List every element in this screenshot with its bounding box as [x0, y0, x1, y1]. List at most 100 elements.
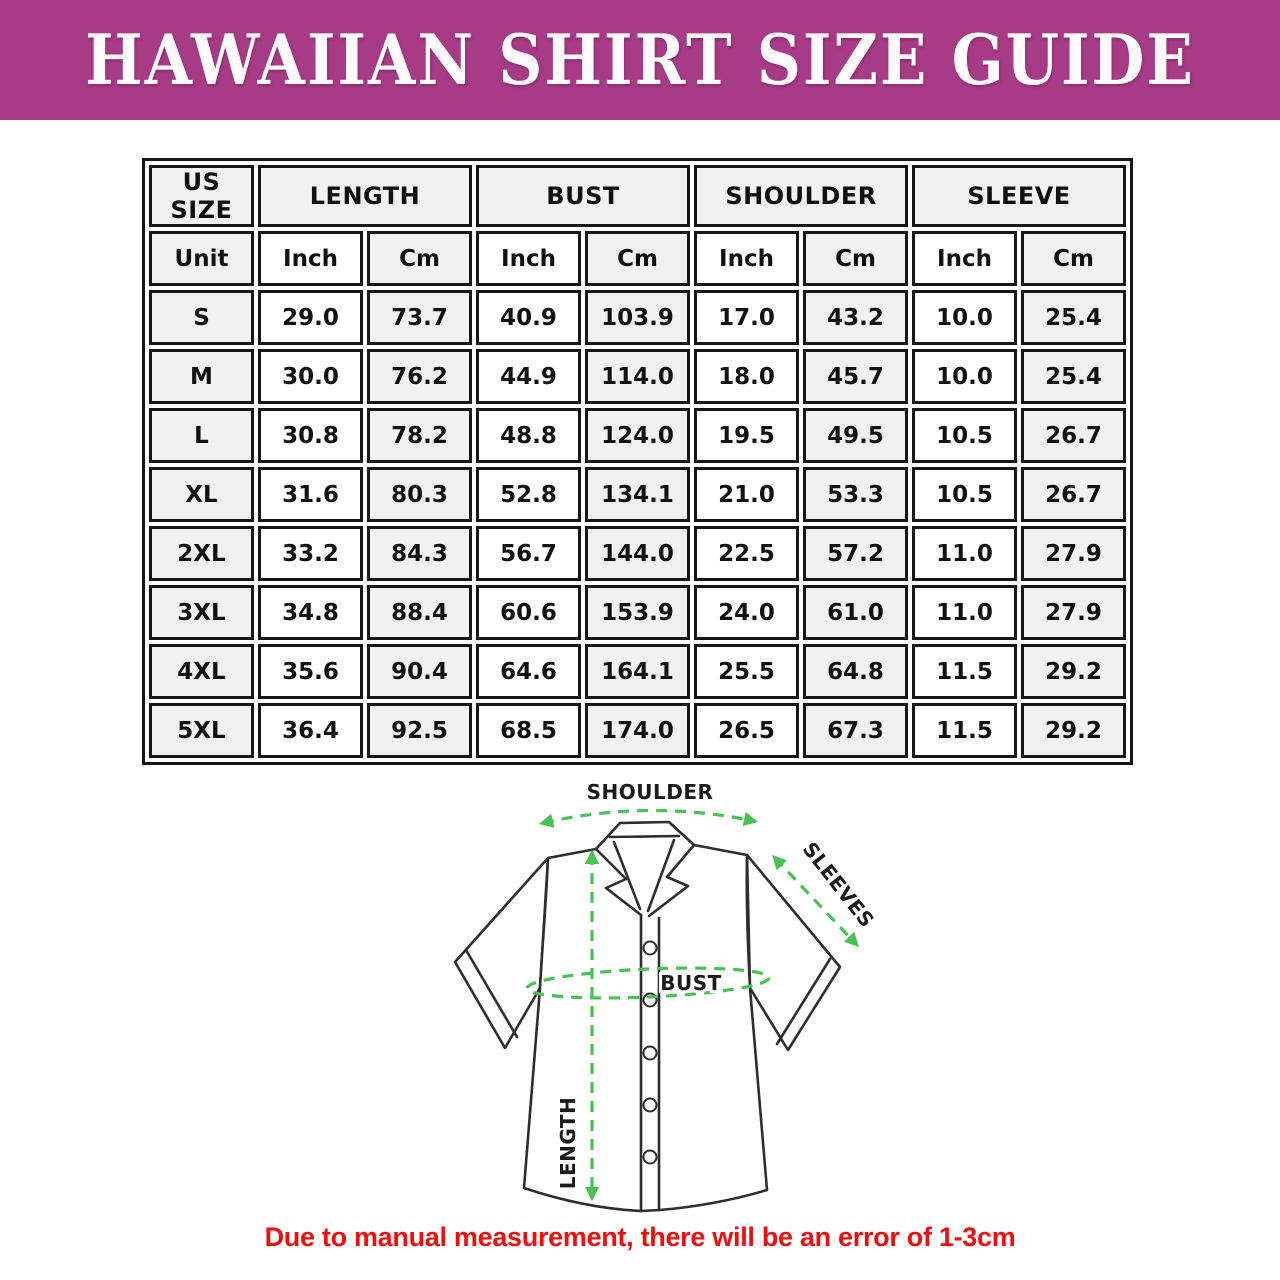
- value-cell: 103.9: [585, 290, 691, 345]
- size-cell: XL: [149, 467, 254, 522]
- size-cell: 2XL: [149, 526, 254, 581]
- size-cell: 3XL: [149, 585, 254, 640]
- value-cell: 33.2: [258, 526, 363, 581]
- value-cell: 67.3: [803, 703, 909, 758]
- value-cell: 57.2: [803, 526, 909, 581]
- header-shoulder: SHOULDER: [694, 165, 909, 227]
- value-cell: 11.0: [912, 526, 1018, 581]
- table-row: 5XL 36.4 92.5 68.5 174.0 26.5 67.3 11.5 29.2: [149, 703, 1127, 758]
- value-cell: 76.2: [367, 349, 473, 404]
- value-cell: 11.0: [912, 585, 1018, 640]
- value-cell: 36.4: [258, 703, 363, 758]
- value-cell: 43.2: [803, 290, 909, 345]
- bust-ellipse: [525, 966, 771, 1000]
- unit-cell: Cm: [585, 231, 691, 286]
- unit-cell: Inch: [476, 231, 582, 286]
- sleeves-arrow: [772, 854, 859, 948]
- value-cell: 11.5: [912, 703, 1018, 758]
- banner: HAWAIIAN SHIRT SIZE GUIDE: [0, 0, 1280, 120]
- value-cell: 80.3: [367, 467, 473, 522]
- value-cell: 26.7: [1021, 408, 1127, 463]
- value-cell: 68.5: [476, 703, 582, 758]
- size-cell: 4XL: [149, 644, 254, 699]
- value-cell: 25.5: [694, 644, 800, 699]
- value-cell: 49.5: [803, 408, 909, 463]
- value-cell: 10.0: [912, 349, 1018, 404]
- shirt-diagram: SHOULDER SLEEVES BUST LENGTH: [453, 780, 879, 1213]
- value-cell: 61.0: [803, 585, 909, 640]
- table-row: M 30.0 76.2 44.9 114.0 18.0 45.7 10.0 25.4: [149, 349, 1127, 404]
- unit-cell: Inch: [258, 231, 363, 286]
- header-bust: BUST: [476, 165, 691, 227]
- value-cell: 174.0: [585, 703, 691, 758]
- table-row: 4XL 35.6 90.4 64.6 164.1 25.5 64.8 11.5 29.2: [149, 644, 1127, 699]
- page-title: HAWAIIAN SHIRT SIZE GUIDE: [85, 19, 1195, 101]
- value-cell: 24.0: [694, 585, 800, 640]
- shirt-outline: [453, 820, 842, 1213]
- table-row: XL 31.6 80.3 52.8 134.1 21.0 53.3 10.5 26.7: [149, 467, 1127, 522]
- value-cell: 17.0: [694, 290, 800, 345]
- value-cell: 52.8: [476, 467, 582, 522]
- value-cell: 29.0: [258, 290, 363, 345]
- collar: [594, 834, 696, 1213]
- unit-cell: Unit: [149, 231, 254, 286]
- value-cell: 84.3: [367, 526, 473, 581]
- value-cell: 114.0: [585, 349, 691, 404]
- shirt-body: [522, 820, 769, 1213]
- value-cell: 19.5: [694, 408, 800, 463]
- size-cell: L: [149, 408, 254, 463]
- value-cell: 53.3: [803, 467, 909, 522]
- value-cell: 88.4: [367, 585, 473, 640]
- value-cell: 144.0: [585, 526, 691, 581]
- size-cell: 5XL: [149, 703, 254, 758]
- value-cell: 10.5: [912, 408, 1018, 463]
- size-cell: M: [149, 349, 254, 404]
- size-table-wrap: US SIZE LENGTH BUST SHOULDER SLEEVE Unit…: [142, 158, 1134, 765]
- value-cell: 56.7: [476, 526, 582, 581]
- value-cell: 164.1: [585, 644, 691, 699]
- value-cell: 64.8: [803, 644, 909, 699]
- shoulder-label: SHOULDER: [587, 780, 714, 804]
- value-cell: 124.0: [585, 408, 691, 463]
- value-cell: 18.0: [694, 349, 800, 404]
- value-cell: 27.9: [1021, 585, 1127, 640]
- size-table-body: S 29.0 73.7 40.9 103.9 17.0 43.2 10.0 25.4 M 30.0 7…: [149, 290, 1127, 758]
- table-row: 3XL 34.8 88.4 60.6 153.9 24.0 61.0 11.0 27.9: [149, 585, 1127, 640]
- header-length: LENGTH: [258, 165, 473, 227]
- value-cell: 10.0: [912, 290, 1018, 345]
- value-cell: 25.4: [1021, 290, 1127, 345]
- unit-row: Unit Inch Cm Inch Cm Inch Cm Inch Cm: [149, 231, 1127, 286]
- unit-cell: Cm: [803, 231, 909, 286]
- footnote-text: Due to manual measurement, there will be…: [264, 1222, 1016, 1252]
- value-cell: 22.5: [694, 526, 800, 581]
- value-cell: 73.7: [367, 290, 473, 345]
- value-cell: 134.1: [585, 467, 691, 522]
- shoulder-arrow: [538, 808, 759, 828]
- size-table: US SIZE LENGTH BUST SHOULDER SLEEVE Unit…: [142, 158, 1134, 765]
- group-header-row: US SIZE LENGTH BUST SHOULDER SLEEVE: [149, 165, 1127, 227]
- value-cell: 21.0: [694, 467, 800, 522]
- bust-label: BUST: [660, 971, 722, 995]
- unit-cell: Inch: [694, 231, 800, 286]
- value-cell: 35.6: [258, 644, 363, 699]
- value-cell: 10.5: [912, 467, 1018, 522]
- value-cell: 40.9: [476, 290, 582, 345]
- value-cell: 78.2: [367, 408, 473, 463]
- length-label: LENGTH: [556, 1097, 580, 1190]
- value-cell: 44.9: [476, 349, 582, 404]
- value-cell: 29.2: [1021, 644, 1127, 699]
- table-row: S 29.0 73.7 40.9 103.9 17.0 43.2 10.0 25.4: [149, 290, 1127, 345]
- unit-cell: Cm: [1021, 231, 1127, 286]
- value-cell: 45.7: [803, 349, 909, 404]
- unit-cell: Inch: [912, 231, 1018, 286]
- value-cell: 30.8: [258, 408, 363, 463]
- size-cell: S: [149, 290, 254, 345]
- value-cell: 11.5: [912, 644, 1018, 699]
- value-cell: 27.9: [1021, 526, 1127, 581]
- value-cell: 48.8: [476, 408, 582, 463]
- table-row: L 30.8 78.2 48.8 124.0 19.5 49.5 10.5 26.7: [149, 408, 1127, 463]
- value-cell: 64.6: [476, 644, 582, 699]
- value-cell: 31.6: [258, 467, 363, 522]
- value-cell: 90.4: [367, 644, 473, 699]
